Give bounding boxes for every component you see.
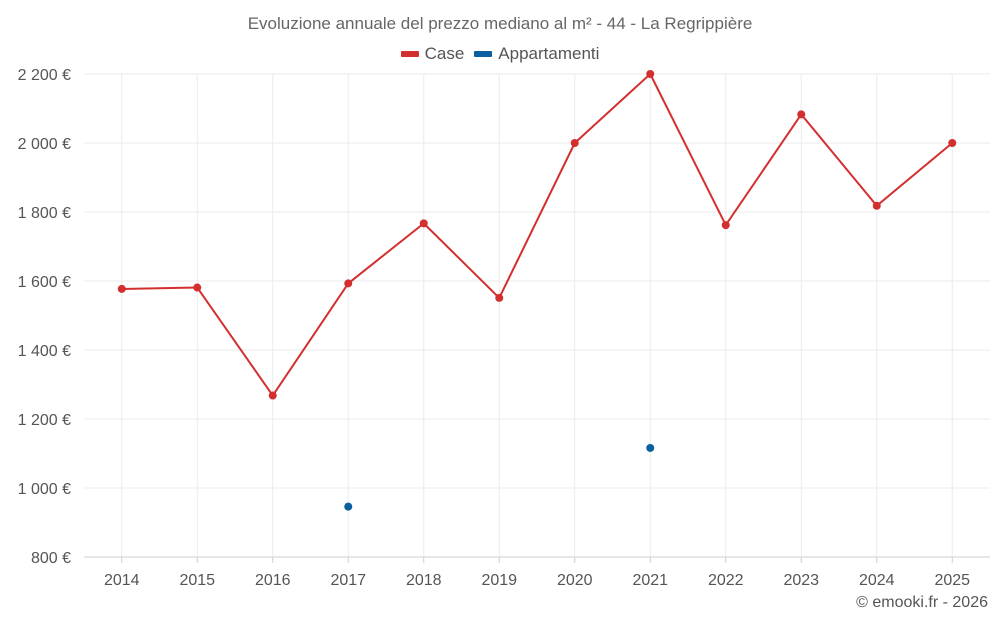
data-point-case xyxy=(721,221,730,230)
data-point-case xyxy=(797,110,806,119)
legend-swatch-appartamenti xyxy=(474,51,493,57)
y-tick-label: 2 000 € xyxy=(18,136,71,153)
x-tick-label: 2024 xyxy=(859,572,895,589)
x-tick-label: 2023 xyxy=(783,572,819,589)
data-point-case xyxy=(495,293,504,302)
data-point-case xyxy=(268,391,277,400)
data-point-case xyxy=(193,283,202,292)
series-line-case xyxy=(121,73,953,397)
x-tick-label: 2015 xyxy=(179,572,215,589)
y-tick-label: 1 800 € xyxy=(18,205,71,222)
y-tick-label: 800 € xyxy=(31,550,71,567)
y-tick-label: 1 400 € xyxy=(18,343,71,360)
x-tick-label: 2017 xyxy=(330,572,366,589)
data-point-appartamenti xyxy=(344,502,353,511)
data-point-case xyxy=(419,219,428,228)
data-point-case xyxy=(570,139,579,147)
x-tick-label: 2021 xyxy=(632,572,668,589)
data-point-case xyxy=(948,139,957,147)
y-tick-label: 2 200 € xyxy=(18,67,71,84)
data-point-case xyxy=(872,201,881,210)
x-tick-label: 2019 xyxy=(481,572,517,589)
legend-label-appartamenti: Appartamenti xyxy=(498,44,600,63)
y-tick-label: 1 000 € xyxy=(18,481,71,498)
data-point-case xyxy=(646,70,655,78)
data-point-case xyxy=(344,279,353,288)
x-tick-label: 2014 xyxy=(104,572,140,589)
legend-label-case: Case xyxy=(424,44,465,63)
legend-item-case[interactable]: Case xyxy=(400,44,465,64)
x-tick-label: 2016 xyxy=(255,572,291,589)
y-tick-label: 1 600 € xyxy=(18,274,71,291)
x-tick-label: 2018 xyxy=(406,572,442,589)
credit-text: © emooki.fr - 2026 xyxy=(856,594,988,611)
x-tick-label: 2025 xyxy=(934,572,970,589)
legend-item-appartamenti[interactable]: Appartamenti xyxy=(474,44,599,64)
data-point-appartamenti xyxy=(646,443,655,452)
chart-title: Evoluzione annuale del prezzo mediano al… xyxy=(247,14,753,33)
x-tick-label: 2020 xyxy=(557,572,593,589)
x-tick-label: 2022 xyxy=(708,572,744,589)
legend-swatch-case xyxy=(400,51,419,57)
legend: Case Appartamenti xyxy=(0,44,1000,64)
y-tick-label: 1 200 € xyxy=(18,412,71,429)
data-point-case xyxy=(117,284,126,293)
